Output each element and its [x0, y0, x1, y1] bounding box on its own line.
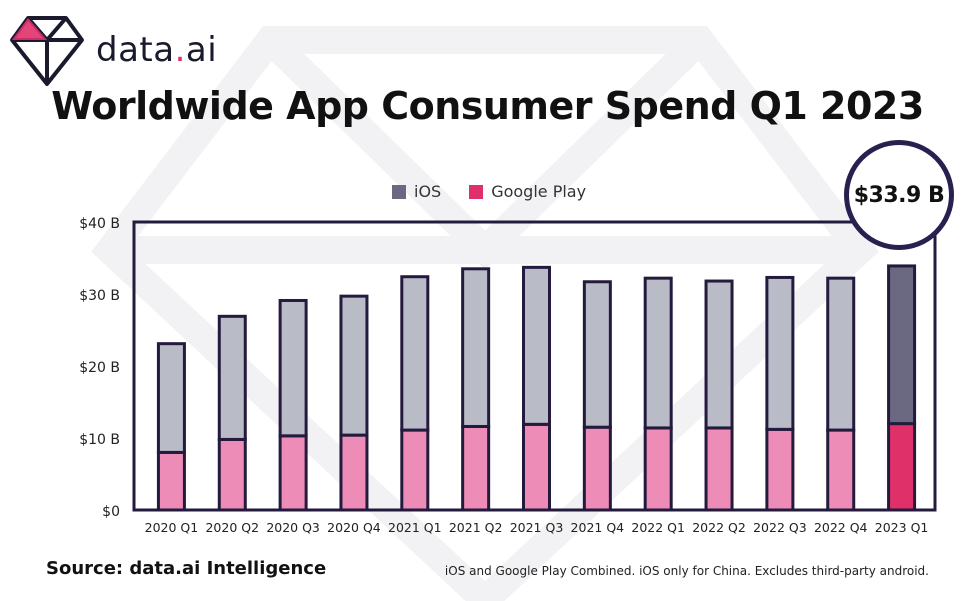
x-tick-label: 2022 Q1 [631, 520, 685, 535]
y-tick-label: $0 [102, 504, 120, 520]
bar-ios [765, 275, 795, 431]
x-tick-label: 2020 Q2 [205, 520, 259, 535]
bar-google-play [461, 424, 491, 512]
bar-google-play [400, 428, 430, 512]
bar-google-play [522, 422, 551, 512]
bar-ios [461, 267, 491, 428]
diamond-logo-icon [10, 16, 84, 86]
legend-swatch-google-play [469, 184, 484, 199]
bar-google-play [582, 425, 612, 512]
x-tick-label: 2020 Q4 [327, 520, 381, 535]
x-tick-label: 2022 Q3 [753, 520, 807, 535]
x-tick-label: 2022 Q2 [692, 520, 746, 535]
bar-google-play [339, 433, 369, 512]
bar-ios [400, 275, 430, 432]
x-tick-label: 2021 Q4 [571, 520, 625, 535]
bar-ios [156, 342, 186, 454]
legend-item-google-play: Google Play [469, 182, 586, 201]
chart-title: Worldwide App Consumer Spend Q1 2023 [51, 84, 924, 128]
x-tick-label: 2021 Q2 [449, 520, 503, 535]
y-tick-label: $40 B [79, 216, 120, 232]
bar-google-play [278, 434, 308, 512]
bar-google-play [887, 422, 917, 512]
legend-label-google-play: Google Play [491, 182, 587, 201]
x-tick-label: 2020 Q1 [145, 520, 199, 535]
legend-swatch-ios [392, 184, 406, 199]
total-callout: $33.9 B [844, 140, 954, 250]
x-tick-label: 2020 Q3 [266, 520, 320, 535]
y-tick-label: $30 B [79, 288, 120, 304]
chart-legend: iOS Google Play [392, 182, 586, 201]
x-tick-label: 2021 Q1 [388, 520, 442, 535]
brand-logo: data.ai [8, 12, 217, 88]
bar-ios [582, 280, 612, 429]
bar-ios [643, 276, 673, 430]
bar-ios [704, 279, 734, 430]
bar-google-play [765, 427, 795, 512]
legend-item-ios: iOS [392, 182, 441, 201]
legend-label-ios: iOS [414, 182, 442, 201]
bar-google-play [643, 426, 673, 512]
bar-google-play [156, 450, 186, 512]
bar-google-play [217, 437, 247, 512]
source-text: Source: data.ai Intelligence [46, 558, 327, 579]
bar-google-play [704, 426, 734, 512]
bar-ios [887, 264, 917, 426]
bar-ios [339, 294, 369, 437]
x-tick-label: 2023 Q1 [875, 520, 929, 535]
bar-ios [217, 314, 247, 441]
bar-ios [278, 298, 308, 438]
y-tick-label: $10 B [79, 432, 120, 448]
bar-ios [522, 265, 551, 426]
y-tick-label: $20 B [79, 360, 120, 376]
bar-google-play [826, 428, 856, 512]
x-tick-label: 2022 Q4 [814, 520, 868, 535]
bar-ios [826, 276, 856, 432]
footnote-text: iOS and Google Play Combined. iOS only f… [444, 564, 929, 578]
brand-name: data.ai [96, 30, 218, 70]
x-tick-label: 2021 Q3 [510, 520, 564, 535]
